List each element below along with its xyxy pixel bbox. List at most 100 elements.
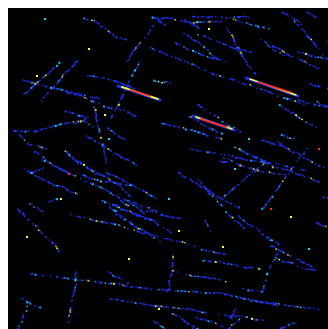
edge-pixel xyxy=(266,201,269,204)
edge-pixel xyxy=(171,17,173,20)
edge-pixel xyxy=(23,314,25,316)
edge-pixel xyxy=(179,172,181,174)
edge-pixel xyxy=(208,151,210,153)
edge-pixel xyxy=(29,171,32,174)
edge-pixel xyxy=(68,68,70,71)
edge-pixel xyxy=(216,323,218,325)
edge-pixel xyxy=(179,290,182,293)
edge-pixel xyxy=(285,52,288,55)
edge-pixel xyxy=(67,172,69,174)
edge-pixel xyxy=(130,201,132,203)
edge-pixel xyxy=(130,184,132,186)
edge-pixel xyxy=(151,25,154,28)
edge-pixel xyxy=(262,171,265,173)
edge-pixel xyxy=(145,304,148,306)
edge-pixel xyxy=(286,261,289,263)
edge-pixel xyxy=(110,272,112,275)
edge-pixel xyxy=(140,231,142,234)
edge-pixel xyxy=(229,202,231,204)
edge-pixel xyxy=(323,166,325,168)
edge-pixel xyxy=(72,112,74,114)
edge-pixel xyxy=(118,206,121,209)
edge-pixel xyxy=(284,107,286,110)
edge-pixel xyxy=(317,56,320,58)
edge-pixel xyxy=(138,302,141,305)
edge-pixel xyxy=(260,38,262,41)
edge-pixel xyxy=(246,223,249,225)
edge-pixel xyxy=(88,177,90,179)
bright-pixel xyxy=(104,114,106,116)
edge-pixel xyxy=(286,98,289,100)
edge-pixel xyxy=(84,180,86,182)
edge-pixel xyxy=(200,292,202,294)
edge-pixel xyxy=(131,114,134,117)
edge-pixel xyxy=(283,326,286,329)
edge-pixel xyxy=(130,113,132,115)
edge-pixel xyxy=(278,185,280,187)
edge-pixel xyxy=(80,115,83,117)
edge-pixel xyxy=(124,89,126,92)
edge-pixel xyxy=(29,170,31,172)
edge-pixel xyxy=(309,264,311,267)
edge-pixel xyxy=(137,227,140,230)
edge-pixel xyxy=(91,100,93,103)
edge-pixel xyxy=(133,48,136,51)
edge-pixel xyxy=(93,96,96,99)
edge-pixel xyxy=(288,98,290,100)
edge-pixel xyxy=(255,24,258,27)
edge-pixel xyxy=(263,285,265,288)
edge-pixel xyxy=(44,85,47,88)
edge-pixel xyxy=(153,196,155,198)
edge-pixel xyxy=(249,84,251,86)
edge-pixel xyxy=(272,303,275,306)
edge-pixel xyxy=(219,260,222,263)
edge-pixel xyxy=(223,161,226,164)
edge-pixel xyxy=(144,191,147,193)
edge-pixel xyxy=(293,113,296,116)
edge-pixel xyxy=(139,215,142,217)
edge-pixel xyxy=(171,264,174,267)
edge-pixel xyxy=(221,132,224,135)
edge-pixel xyxy=(42,274,44,277)
edge-pixel xyxy=(238,207,240,209)
edge-pixel xyxy=(110,174,112,176)
edge-pixel xyxy=(91,98,94,100)
edge-pixel xyxy=(253,168,255,170)
edge-pixel xyxy=(248,266,250,269)
edge-pixel xyxy=(112,193,114,196)
edge-pixel xyxy=(118,101,120,104)
edge-pixel xyxy=(180,308,183,310)
edge-pixel xyxy=(191,22,194,25)
edge-pixel xyxy=(110,130,113,132)
edge-pixel xyxy=(287,165,289,168)
edge-pixel xyxy=(317,308,320,311)
edge-pixel xyxy=(56,185,58,187)
edge-pixel xyxy=(298,258,300,261)
edge-pixel xyxy=(185,20,187,22)
edge-pixel xyxy=(282,54,284,56)
edge-pixel xyxy=(64,150,67,152)
edge-pixel xyxy=(89,75,91,77)
edge-pixel xyxy=(206,319,209,322)
edge-pixel xyxy=(99,281,102,284)
edge-pixel xyxy=(312,65,314,67)
edge-pixel xyxy=(203,54,205,56)
edge-pixel xyxy=(127,282,129,285)
edge-pixel xyxy=(113,275,116,278)
edge-pixel xyxy=(249,299,252,301)
edge-pixel xyxy=(167,288,170,291)
edge-pixel xyxy=(190,179,193,182)
edge-pixel xyxy=(298,156,301,159)
edge-pixel xyxy=(283,51,285,53)
edge-pixel xyxy=(183,20,186,23)
edge-pixel xyxy=(36,225,38,228)
edge-pixel xyxy=(194,40,197,42)
edge-pixel xyxy=(287,109,290,112)
edge-pixel xyxy=(34,130,37,133)
edge-pixel xyxy=(243,227,245,230)
edge-pixel xyxy=(246,64,249,66)
edge-pixel xyxy=(175,314,178,317)
edge-pixel xyxy=(197,275,200,278)
edge-pixel xyxy=(135,213,137,215)
edge-pixel xyxy=(292,151,295,154)
